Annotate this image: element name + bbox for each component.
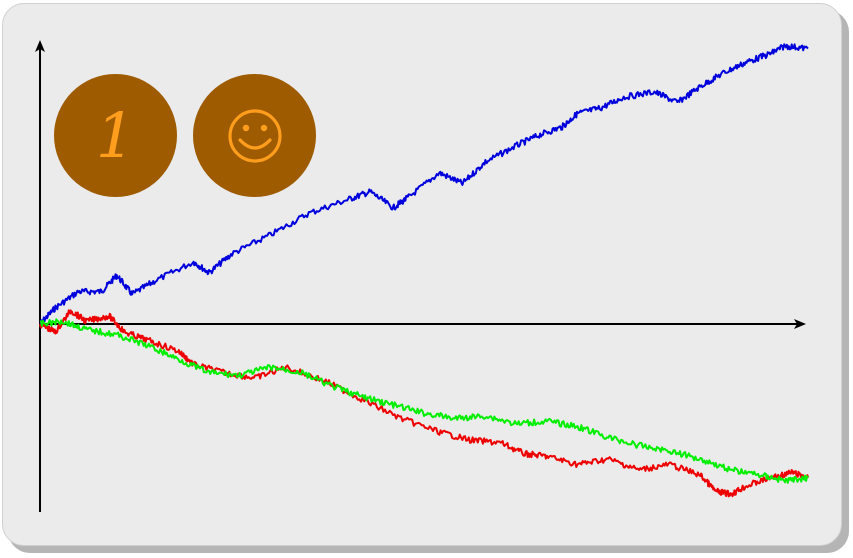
smiley-badge [193, 74, 316, 197]
series-layer [39, 43, 809, 498]
number-badge: 1 [54, 74, 177, 197]
smiley-face-icon [227, 108, 282, 163]
series-line-3 [39, 318, 809, 484]
series-line-2 [39, 309, 809, 498]
number-badge-label: 1 [95, 99, 136, 172]
series-line-1 [39, 43, 809, 325]
